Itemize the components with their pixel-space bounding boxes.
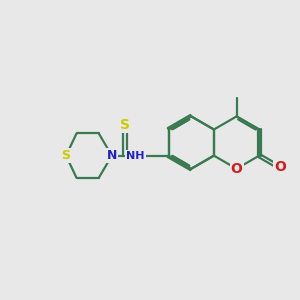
Text: O: O bbox=[274, 160, 286, 174]
Text: O: O bbox=[231, 162, 242, 176]
Text: NH: NH bbox=[126, 151, 145, 160]
Text: S: S bbox=[120, 118, 130, 132]
Text: S: S bbox=[61, 149, 70, 162]
Text: N: N bbox=[107, 149, 117, 162]
